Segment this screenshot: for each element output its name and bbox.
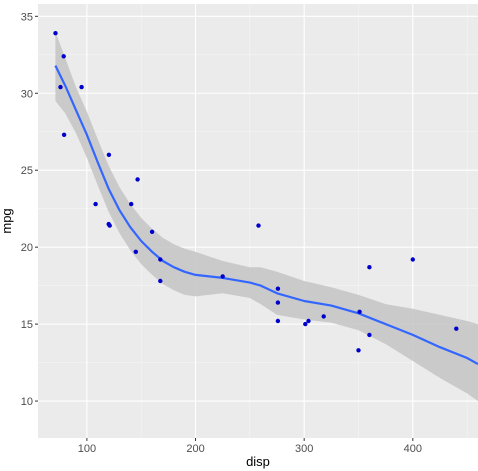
data-point <box>58 84 63 90</box>
data-point <box>410 257 415 262</box>
confidence-ribbon <box>55 31 478 402</box>
smooth-trend-line <box>54 65 478 366</box>
data-point <box>133 249 138 254</box>
data-point <box>158 278 163 284</box>
data-point <box>93 201 98 207</box>
y-tick-label: 35 <box>21 11 33 23</box>
data-point <box>220 274 225 279</box>
data-point <box>321 314 326 319</box>
major-grid <box>38 4 478 438</box>
data-point <box>306 318 311 324</box>
data-point <box>275 286 281 291</box>
data-point <box>158 257 163 262</box>
data-point <box>135 177 140 182</box>
data-point <box>367 265 372 270</box>
x-axis-title: disp <box>246 454 270 469</box>
data-point <box>303 321 308 327</box>
y-tick-label: 25 <box>21 165 33 177</box>
x-tick-label: 300 <box>295 443 313 455</box>
data-point <box>275 300 281 305</box>
data-point <box>79 84 84 90</box>
data-points <box>53 31 459 353</box>
y-tick-label: 15 <box>21 319 33 331</box>
data-point <box>149 229 155 234</box>
y-axis-title: mpg <box>0 208 14 233</box>
data-point <box>454 326 459 331</box>
data-point <box>367 332 372 338</box>
x-axis-ticks: 100 200 300 400 <box>78 438 422 455</box>
y-axis-ticks: 10 15 20 25 30 35 <box>21 11 38 408</box>
data-point <box>275 318 281 324</box>
data-point <box>61 54 66 59</box>
data-point <box>106 152 112 157</box>
y-tick-label: 30 <box>21 88 33 100</box>
x-tick-label: 200 <box>186 443 204 455</box>
data-point <box>256 223 261 228</box>
data-point <box>357 309 362 314</box>
plot-panel <box>38 4 478 438</box>
data-point <box>107 223 112 228</box>
x-tick-label: 400 <box>404 443 422 455</box>
data-point <box>61 132 67 137</box>
data-point <box>356 348 361 353</box>
y-tick-label: 10 <box>21 396 33 408</box>
y-tick-label: 20 <box>21 242 33 254</box>
data-point <box>53 31 58 36</box>
x-tick-label: 100 <box>78 443 96 455</box>
data-point <box>129 201 134 207</box>
